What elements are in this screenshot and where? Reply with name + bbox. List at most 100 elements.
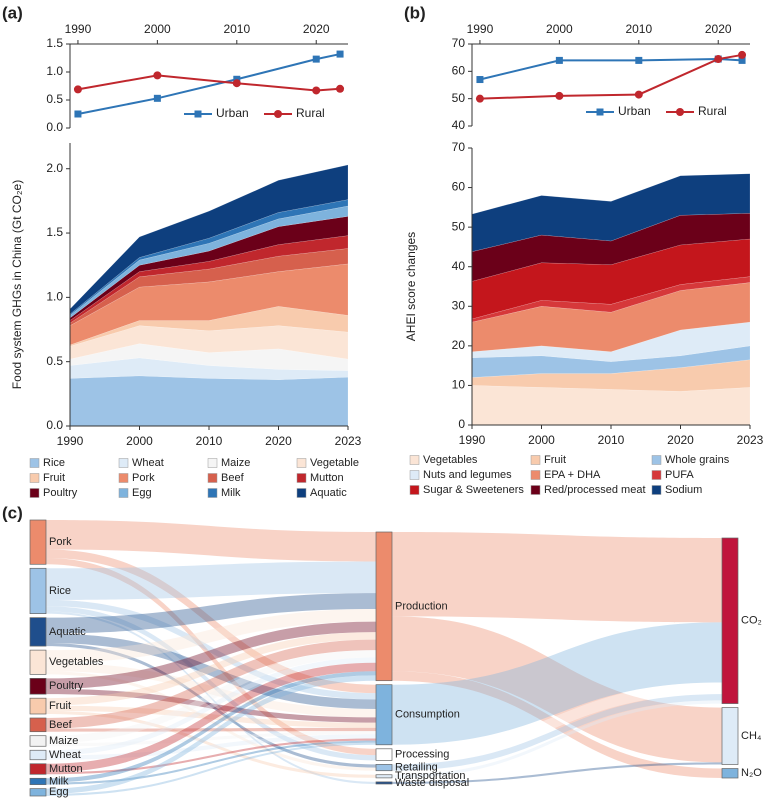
y-tick-label: 50: [452, 91, 466, 105]
sankey-link: [46, 650, 376, 744]
sankey-link: [46, 639, 376, 729]
marker: [738, 56, 746, 64]
series-line: [77, 74, 341, 92]
x-tick-label: 1990: [467, 22, 494, 36]
legend-swatch: [651, 485, 662, 495]
node-label: CH₄: [741, 730, 762, 742]
legend-label: Beef: [221, 472, 245, 484]
area-layer: [69, 325, 349, 360]
node-label: Wheat: [49, 749, 81, 761]
legend-swatch: [118, 473, 129, 483]
legend-swatch: [409, 485, 420, 495]
legend-swatch: [296, 458, 307, 468]
node-label: Fruit: [49, 700, 71, 712]
y-tick-label: 10: [452, 378, 466, 392]
area-layer: [69, 375, 349, 427]
marker: [475, 94, 484, 103]
node-label: Maize: [49, 735, 78, 747]
marker: [336, 50, 344, 58]
marker: [555, 91, 564, 100]
legend-swatch: [207, 488, 218, 498]
node-label: Poultry: [49, 680, 84, 692]
series-line: [479, 58, 743, 81]
node-label: Production: [395, 600, 448, 612]
x-tick-label: 2010: [196, 434, 223, 448]
sankey-node: [375, 531, 393, 682]
sankey-node: [29, 788, 47, 797]
legend-marker: [274, 110, 282, 118]
sankey-link: [46, 642, 376, 768]
legend-label: Wheat: [132, 457, 164, 469]
marker: [153, 94, 161, 102]
node-label: Rice: [49, 585, 71, 597]
node-label: Egg: [49, 786, 69, 798]
sankey-node: [29, 617, 47, 647]
x-tick-label: 2000: [528, 433, 555, 447]
sankey-node: [29, 777, 47, 785]
panel-label: (a): [2, 3, 23, 22]
legend-label: Vegetable: [310, 457, 359, 469]
legend-label: Mutton: [310, 472, 344, 484]
y-tick-label: 0.5: [46, 92, 63, 106]
node-label: Waste disposal: [395, 777, 469, 789]
area-layer: [471, 321, 751, 362]
node-label: Beef: [49, 719, 73, 731]
y-axis-label: Food system GHGs in China (Gt CO₂e): [10, 180, 24, 389]
sankey-node: [29, 735, 47, 747]
x-tick-label: 1990: [57, 434, 84, 448]
x-tick-label: 2020: [265, 434, 292, 448]
y-tick-label: 2.0: [46, 161, 63, 175]
legend-label: Maize: [221, 457, 250, 469]
legend-swatch: [409, 455, 420, 465]
sankey-link: [46, 633, 376, 709]
sankey-link: [392, 622, 722, 745]
legend-swatch: [207, 473, 218, 483]
sankey-node: [29, 697, 47, 715]
node-label: Consumption: [395, 709, 460, 721]
legend-label: Rural: [296, 106, 325, 120]
legend-label: PUFA: [665, 469, 694, 481]
sankey-link: [46, 727, 376, 732]
y-tick-label: 60: [452, 180, 466, 194]
sankey-link: [46, 738, 376, 775]
sankey-link: [392, 762, 722, 784]
sankey-node: [375, 748, 393, 761]
x-tick-label: 1990: [65, 22, 92, 36]
sankey-link: [46, 742, 376, 796]
y-tick-label: 40: [452, 118, 466, 132]
marker: [555, 56, 563, 64]
legend-label: Vegetables: [423, 454, 478, 466]
sankey-node: [29, 678, 47, 695]
legend-swatch: [296, 473, 307, 483]
legend-swatch: [530, 470, 541, 480]
node-label: N₂O: [741, 767, 762, 779]
x-tick-label: 2000: [144, 22, 171, 36]
legend-label: Rice: [43, 457, 65, 469]
area-layer: [471, 345, 751, 378]
y-tick-label: 0: [458, 417, 465, 431]
legend-label: Egg: [132, 487, 152, 499]
panel-label: (c): [2, 503, 23, 522]
y-tick-label: 70: [452, 140, 466, 154]
node-label: Mutton: [49, 763, 83, 775]
legend-swatch: [651, 455, 662, 465]
area-layer: [471, 238, 751, 320]
legend-label: Whole grains: [665, 454, 730, 466]
y-tick-label: 1.5: [46, 225, 63, 239]
x-tick-label: 2000: [546, 22, 573, 36]
y-tick-label: 1.0: [46, 290, 63, 304]
sankey-link: [46, 662, 376, 773]
y-tick-label: 60: [452, 64, 466, 78]
legend-swatch: [207, 458, 218, 468]
sankey-link: [46, 549, 376, 694]
sankey-link: [46, 710, 376, 778]
y-tick-label: 0.5: [46, 354, 63, 368]
marker: [476, 76, 484, 84]
legend-swatch: [118, 488, 129, 498]
node-label: Transportation: [395, 770, 466, 782]
y-tick-label: 20: [452, 338, 466, 352]
y-tick-label: 0.0: [46, 418, 63, 432]
area-layer: [471, 173, 751, 252]
marker: [635, 56, 643, 64]
y-tick-label: 70: [452, 36, 466, 50]
